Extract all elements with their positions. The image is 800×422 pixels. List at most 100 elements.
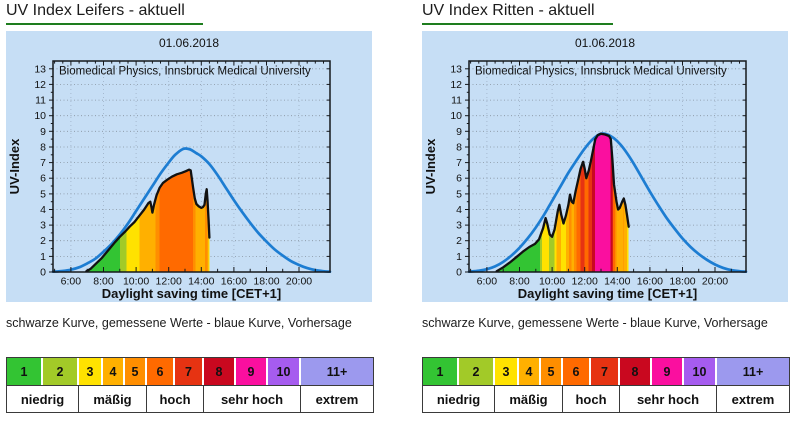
svg-text:11: 11 bbox=[35, 95, 46, 107]
svg-text:14:00: 14:00 bbox=[188, 276, 214, 288]
panel-ritten: UV Index Ritten - aktuell 0 1 2 3 4 5 6 7 8 9 10 11… bbox=[420, 0, 790, 422]
svg-text:0: 0 bbox=[456, 267, 462, 279]
uv-scale-table-leifers: 1 2 3 4 5 6 7 8 9 10 11+ niedrig mäßig hoch sehr hoch e… bbox=[6, 357, 374, 413]
uv-scale-cell-3: 3 bbox=[79, 358, 103, 385]
svg-text:8: 8 bbox=[40, 142, 46, 154]
svg-text:20:00: 20:00 bbox=[286, 276, 312, 288]
uv-scale-cell-5: 5 bbox=[541, 358, 563, 385]
curve-caption: schwarze Kurve, gemessene Werte - blaue … bbox=[6, 316, 352, 330]
uv-scale-cell-8: 8 bbox=[620, 358, 652, 385]
svg-text:8:00: 8:00 bbox=[93, 276, 114, 288]
svg-text:10: 10 bbox=[450, 110, 462, 122]
svg-text:2: 2 bbox=[40, 235, 46, 247]
svg-text:0: 0 bbox=[40, 267, 46, 279]
uv-scale-cell-2: 2 bbox=[43, 358, 79, 385]
forecast-curve bbox=[51, 147, 332, 274]
forecast-curve bbox=[467, 132, 748, 274]
svg-text:7: 7 bbox=[456, 157, 462, 169]
svg-text:20:00: 20:00 bbox=[702, 276, 728, 288]
uv-scale-cell-4: 4 bbox=[103, 358, 125, 385]
svg-text:6:00: 6:00 bbox=[61, 276, 82, 288]
uv-scale-cell-10: 10 bbox=[684, 358, 717, 385]
chart-date: 01.06.2018 bbox=[574, 36, 636, 50]
measured-curve bbox=[85, 168, 211, 273]
svg-text:12: 12 bbox=[34, 79, 46, 91]
svg-text:16:00: 16:00 bbox=[221, 276, 247, 288]
uv-scale-category-row: niedrig mäßig hoch sehr hoch extrem bbox=[423, 385, 789, 412]
svg-text:9: 9 bbox=[40, 126, 46, 138]
chart-panel-leifers: 0 1 2 3 4 5 6 7 8 9 10 11 12 13 6:00 8:00 10:00 12:00 14:0… bbox=[6, 31, 372, 302]
svg-text:8:00: 8:00 bbox=[509, 276, 530, 288]
uv-scale-cell-6: 6 bbox=[563, 358, 591, 385]
svg-text:12:00: 12:00 bbox=[156, 276, 182, 288]
uv-scale-category-row: niedrig mäßig hoch sehr hoch extrem bbox=[7, 385, 373, 412]
inner-title: Biomedical Physics, Innsbruck Medical Un… bbox=[475, 66, 727, 78]
panel-leifers: UV Index Leifers - aktuell 0 1 2 3 4 5 6 7 8 9 10 1… bbox=[4, 0, 374, 422]
uv-fill-bands bbox=[496, 133, 629, 272]
svg-text:13: 13 bbox=[34, 63, 46, 75]
uv-scale-cell-4: 4 bbox=[519, 358, 541, 385]
uv-scale-category: mäßig bbox=[79, 385, 147, 412]
gridlines bbox=[469, 61, 746, 272]
uv-scale-category: extrem bbox=[301, 385, 373, 412]
axis-ticks bbox=[49, 61, 330, 273]
page-title-leifers: UV Index Leifers - aktuell bbox=[6, 2, 203, 25]
uv-scale-category: hoch bbox=[147, 385, 204, 412]
plot-border bbox=[468, 60, 747, 273]
uv-scale-cell-1: 1 bbox=[7, 358, 43, 385]
svg-text:12: 12 bbox=[450, 79, 462, 91]
page-title-text: UV Index Ritten - aktuell bbox=[422, 2, 613, 25]
uv-scale-category: sehr hoch bbox=[204, 385, 301, 412]
uv-scale-table-ritten: 1 2 3 4 5 6 7 8 9 10 11+ niedrig mäßig hoch sehr hoch e… bbox=[422, 357, 790, 413]
uv-scale-cell-5: 5 bbox=[125, 358, 147, 385]
svg-text:3: 3 bbox=[456, 220, 462, 232]
svg-text:6: 6 bbox=[456, 173, 462, 185]
uv-scale-cell-3: 3 bbox=[495, 358, 519, 385]
uv-scale-cell-10: 10 bbox=[268, 358, 301, 385]
curve-caption: schwarze Kurve, gemessene Werte - blaue … bbox=[422, 316, 768, 330]
svg-text:1: 1 bbox=[40, 251, 46, 263]
uv-scale-category: hoch bbox=[563, 385, 620, 412]
svg-text:12:00: 12:00 bbox=[572, 276, 598, 288]
uv-scale-category: niedrig bbox=[423, 385, 495, 412]
x-axis-label: Daylight saving time [CET+1] bbox=[102, 286, 282, 301]
svg-text:6: 6 bbox=[40, 173, 46, 185]
svg-text:13: 13 bbox=[450, 63, 462, 75]
svg-text:4: 4 bbox=[40, 204, 46, 216]
svg-text:10:00: 10:00 bbox=[123, 276, 149, 288]
svg-text:4: 4 bbox=[456, 204, 462, 216]
svg-text:6:00: 6:00 bbox=[477, 276, 498, 288]
measured-curve bbox=[495, 132, 630, 273]
svg-text:18:00: 18:00 bbox=[669, 276, 695, 288]
svg-text:11: 11 bbox=[451, 95, 462, 107]
uv-scale-cell-11+: 11+ bbox=[301, 358, 373, 385]
chart-panel-ritten: 0 1 2 3 4 5 6 7 8 9 10 11 12 13 6:00 8:00 10:00 12:00 14:0… bbox=[422, 31, 788, 302]
x-axis-label: Daylight saving time [CET+1] bbox=[518, 286, 698, 301]
y-axis-label: UV-Index bbox=[423, 138, 438, 194]
svg-text:14:00: 14:00 bbox=[604, 276, 630, 288]
svg-text:7: 7 bbox=[40, 157, 46, 169]
gridlines bbox=[53, 61, 330, 272]
axis-ticks bbox=[465, 61, 746, 273]
svg-text:2: 2 bbox=[456, 235, 462, 247]
uv-scale-cell-7: 7 bbox=[175, 358, 204, 385]
inner-title: Biomedical Physics, Innsbruck Medical Un… bbox=[59, 66, 311, 78]
plot-border bbox=[52, 60, 331, 273]
page-title-ritten: UV Index Ritten - aktuell bbox=[422, 2, 613, 25]
svg-text:10:00: 10:00 bbox=[539, 276, 565, 288]
svg-text:16:00: 16:00 bbox=[637, 276, 663, 288]
uv-scale-cell-8: 8 bbox=[204, 358, 236, 385]
page-title-text: UV Index Leifers - aktuell bbox=[6, 2, 203, 25]
svg-text:9: 9 bbox=[456, 126, 462, 138]
chart-date: 01.06.2018 bbox=[158, 36, 220, 50]
svg-text:18:00: 18:00 bbox=[253, 276, 279, 288]
uv-scale-category: niedrig bbox=[7, 385, 79, 412]
svg-text:5: 5 bbox=[456, 188, 462, 200]
uv-scale-color-row: 1 2 3 4 5 6 7 8 9 10 11+ bbox=[423, 358, 789, 385]
svg-text:5: 5 bbox=[40, 188, 46, 200]
uv-scale-cell-9: 9 bbox=[652, 358, 684, 385]
